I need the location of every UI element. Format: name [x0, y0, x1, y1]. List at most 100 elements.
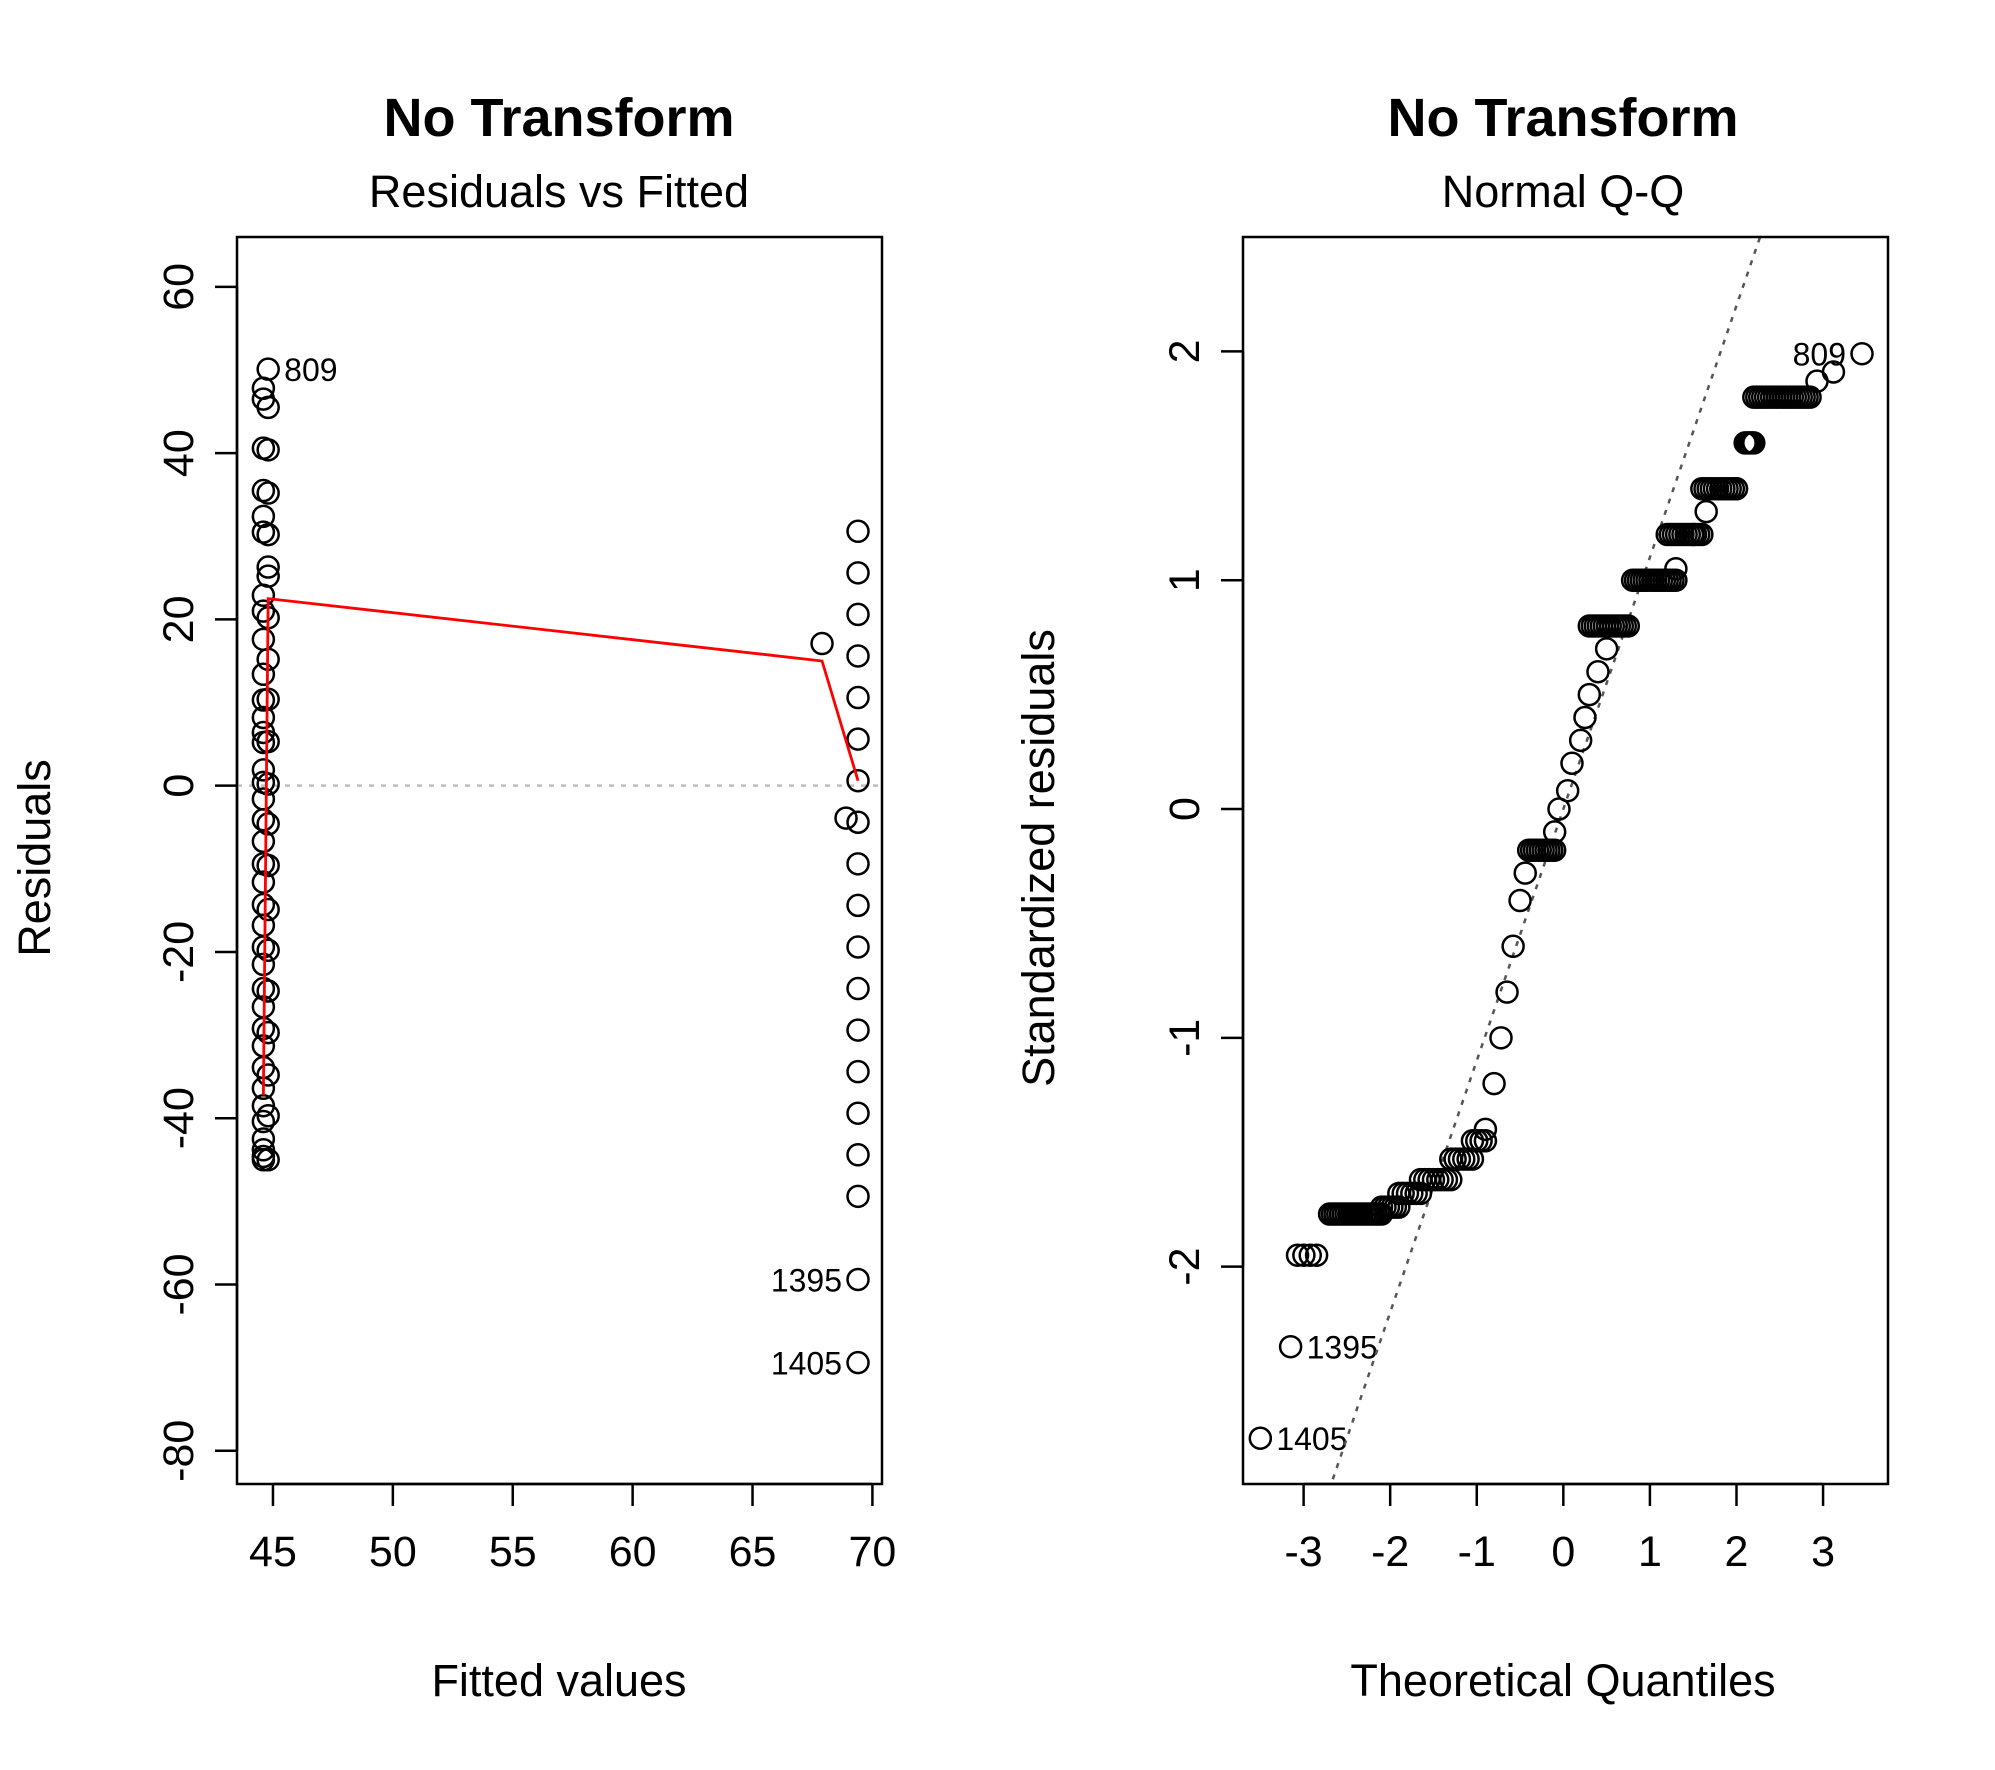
data-point	[1473, 1129, 1498, 1153]
data-point	[256, 357, 280, 381]
y-tick-label: 0	[155, 774, 203, 798]
data-point	[256, 897, 280, 922]
data-point	[846, 1350, 870, 1375]
left-axis-ticks: 45 50 55 60 65 70 -80 -60 -40 -20 0 20 40 60 809 1395 14…	[155, 263, 896, 1576]
data-point	[1542, 820, 1567, 844]
data-point	[256, 481, 280, 505]
data-point	[251, 1109, 276, 1134]
data-point	[846, 810, 870, 835]
right-subtitle: Normal Q-Q	[1442, 166, 1685, 217]
data-point	[846, 685, 870, 710]
point-label: 809	[284, 352, 337, 388]
x-tick-label: 60	[609, 1528, 657, 1576]
data-point	[846, 935, 870, 959]
data-point	[1616, 614, 1641, 638]
x-tick-label: 45	[249, 1528, 297, 1576]
data-point	[1304, 1243, 1329, 1267]
data-point	[846, 727, 870, 751]
data-point	[256, 438, 280, 462]
data-point	[846, 519, 870, 544]
smoother-line	[261, 597, 860, 1095]
point-label: 809	[1793, 337, 1846, 373]
data-point	[846, 602, 870, 627]
data-point	[846, 768, 870, 793]
data-point	[1489, 1026, 1513, 1050]
data-point	[256, 812, 280, 836]
data-point	[1278, 1334, 1303, 1359]
data-point	[1542, 838, 1567, 862]
x-tick-label: 3	[1811, 1528, 1835, 1576]
data-point	[846, 1267, 870, 1292]
y-tick-label: 60	[155, 263, 203, 311]
point-label: 1405	[1276, 1421, 1347, 1457]
data-point	[1850, 341, 1874, 366]
right-plot-marks	[1248, 237, 1874, 1484]
data-point	[1387, 1195, 1411, 1219]
data-point	[1664, 557, 1688, 581]
data-point	[1694, 499, 1718, 524]
data-point	[251, 662, 276, 687]
data-point	[846, 561, 870, 585]
residuals-vs-fitted-panel: No Transform Residuals vs Fitted Fitted …	[9, 88, 896, 1706]
right-y-axis-label: Standardized residuals	[1013, 629, 1064, 1087]
data-point	[251, 705, 276, 730]
data-point	[1594, 637, 1619, 661]
data-point	[256, 395, 280, 420]
data-point	[1508, 888, 1532, 913]
point-label: 1395	[1307, 1330, 1378, 1366]
data-point	[1482, 1071, 1506, 1096]
data-point	[1495, 980, 1519, 1004]
x-tick-label: 1	[1638, 1528, 1662, 1576]
qq-reference-line	[1329, 237, 1762, 1484]
data-point	[256, 979, 280, 1003]
data-point	[846, 1184, 870, 1209]
data-point	[256, 1148, 280, 1172]
right-plot-frame	[1241, 235, 1890, 1486]
y-tick-label: 1	[1161, 568, 1209, 592]
left-plot-frame	[235, 235, 884, 1486]
y-tick-label: -80	[155, 1420, 203, 1482]
data-point	[251, 892, 276, 917]
data-point	[1573, 705, 1597, 730]
point-label: 1395	[771, 1262, 842, 1298]
data-point	[1821, 360, 1846, 384]
y-tick-label: -40	[155, 1087, 203, 1149]
data-point	[251, 758, 276, 782]
data-point	[1555, 778, 1580, 803]
data-point	[256, 938, 280, 963]
data-point	[846, 852, 870, 876]
data-point	[1742, 431, 1766, 455]
data-point	[1285, 1243, 1310, 1267]
left-subtitle: Residuals vs Fitted	[369, 166, 749, 217]
y-tick-label: -1	[1161, 1019, 1209, 1057]
y-tick-label: 40	[155, 429, 203, 477]
y-tick-label: -20	[155, 921, 203, 983]
data-point	[846, 1143, 870, 1167]
x-tick-label: 55	[489, 1528, 537, 1576]
data-point	[1798, 385, 1822, 409]
data-point	[251, 504, 276, 529]
x-tick-label: -1	[1458, 1528, 1496, 1576]
data-point	[256, 564, 280, 588]
data-point	[846, 976, 870, 1001]
point-label: 1405	[771, 1346, 842, 1382]
right-x-axis-label: Theoretical Quantiles	[1350, 1655, 1775, 1706]
data-point	[846, 893, 870, 918]
data-point	[1408, 1181, 1433, 1206]
data-point	[1248, 1426, 1273, 1450]
data-point	[1568, 728, 1593, 753]
data-point	[1724, 476, 1749, 501]
data-point	[256, 522, 280, 547]
left-plot-marks	[237, 357, 882, 1375]
x-tick-label: 65	[729, 1528, 777, 1576]
y-tick-label: 0	[1161, 797, 1209, 821]
data-point	[1292, 1243, 1316, 1267]
data-point	[251, 599, 276, 623]
y-tick-label: -2	[1161, 1248, 1209, 1286]
data-point	[1577, 682, 1602, 707]
data-point	[810, 631, 834, 656]
data-point	[256, 772, 280, 796]
x-tick-label: -3	[1284, 1528, 1322, 1576]
x-tick-label: 70	[848, 1528, 896, 1576]
data-point	[256, 853, 280, 878]
